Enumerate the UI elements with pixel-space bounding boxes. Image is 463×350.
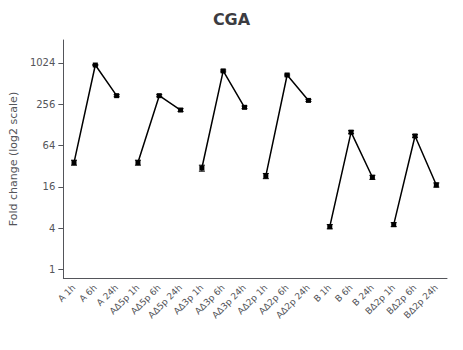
svg-text:A 6h: A 6h xyxy=(77,282,99,304)
svg-text:4: 4 xyxy=(49,223,55,234)
svg-text:AΔ2p 24h: AΔ2p 24h xyxy=(274,282,312,320)
svg-text:AΔ5p 24h: AΔ5p 24h xyxy=(146,282,185,321)
svg-text:AΔ5p 6h: AΔ5p 6h xyxy=(128,282,163,317)
svg-text:AΔ3p 6h: AΔ3p 6h xyxy=(192,282,227,317)
svg-text:Fold change (log2 scale): Fold change (log2 scale) xyxy=(7,92,20,226)
svg-text:A 24h: A 24h xyxy=(94,282,121,308)
svg-text:256: 256 xyxy=(36,99,55,110)
svg-text:AΔ2p 1h: AΔ2p 1h xyxy=(235,282,270,317)
svg-text:AΔ5p 1h: AΔ5p 1h xyxy=(107,282,142,317)
svg-text:CGA: CGA xyxy=(213,10,251,29)
svg-text:1024: 1024 xyxy=(30,57,55,68)
svg-text:64: 64 xyxy=(43,140,56,151)
svg-text:B 1h: B 1h xyxy=(312,282,334,304)
svg-text:1: 1 xyxy=(49,264,55,275)
svg-text:A 1h: A 1h xyxy=(56,282,78,304)
svg-text:BΔ2p 6h: BΔ2p 6h xyxy=(384,282,419,317)
svg-text:B 24h: B 24h xyxy=(350,282,376,308)
svg-text:AΔ3p 24h: AΔ3p 24h xyxy=(210,282,249,321)
svg-text:AΔ2p 6h: AΔ2p 6h xyxy=(256,282,291,317)
svg-text:AΔ3p 1h: AΔ3p 1h xyxy=(171,282,206,317)
svg-text:B 6h: B 6h xyxy=(333,282,355,304)
svg-text:BΔ2p 1h: BΔ2p 1h xyxy=(363,282,398,317)
svg-text:16: 16 xyxy=(43,181,56,192)
svg-text:BΔ2p 24h: BΔ2p 24h xyxy=(402,282,440,320)
